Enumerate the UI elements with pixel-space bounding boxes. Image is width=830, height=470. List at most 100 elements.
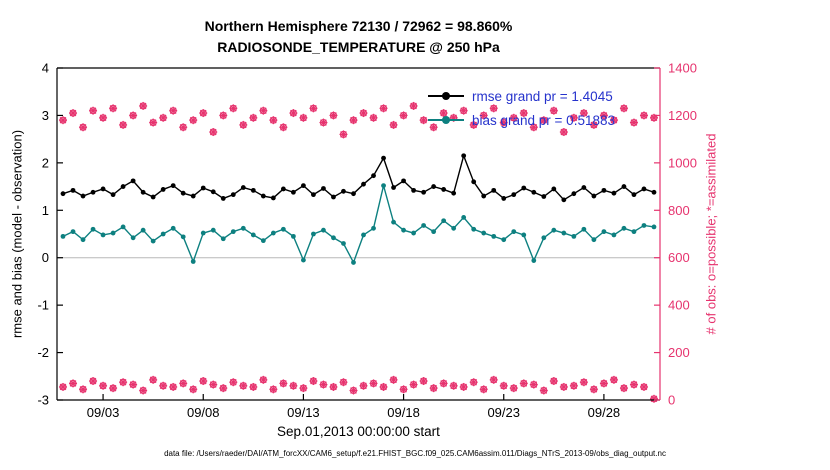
obs-assimilated-marker — [219, 384, 227, 392]
obs-assimilated-marker — [600, 380, 608, 387]
rmse-marker — [210, 189, 216, 195]
obs-assimilated-marker — [119, 378, 127, 386]
obs-assimilated-marker — [640, 383, 648, 391]
bias-marker — [651, 224, 657, 230]
x-tick-label: 09/28 — [588, 405, 621, 420]
rmse-marker — [581, 185, 587, 190]
rmse-marker — [441, 187, 447, 192]
right-tick-label: 1000 — [668, 155, 697, 170]
rmse-marker — [521, 185, 527, 191]
obs-assimilated-marker — [360, 382, 367, 390]
rmse-marker — [160, 187, 166, 192]
rmse-marker — [341, 188, 346, 194]
obs-assimilated-marker — [290, 382, 297, 390]
obs-assimilated-marker — [270, 386, 277, 393]
obs-assimilated-marker — [300, 114, 307, 122]
obs-assimilated-marker — [149, 376, 157, 384]
legend-line-sample-rmse — [428, 92, 464, 100]
obs-assimilated-marker — [229, 104, 237, 112]
bias-marker — [290, 233, 296, 239]
bias-marker — [341, 241, 346, 246]
obs-assimilated-marker — [129, 381, 137, 388]
rmse-marker — [311, 192, 316, 198]
bias-marker — [210, 227, 216, 233]
obs-assimilated-marker — [310, 104, 317, 112]
rmse-marker — [501, 196, 507, 201]
rmse-marker — [601, 187, 607, 193]
bias-marker — [501, 237, 507, 243]
bias-marker — [601, 229, 607, 235]
rmse-marker — [491, 187, 497, 193]
bias-marker — [240, 225, 246, 231]
rmse-marker — [301, 183, 306, 189]
rmse-marker — [381, 155, 386, 161]
rmse-marker — [641, 186, 647, 192]
rmse-marker — [250, 187, 256, 193]
x-tick-label: 09/13 — [287, 405, 320, 420]
obs-assimilated-marker — [500, 382, 508, 390]
bias-marker — [621, 225, 627, 231]
left-tick-label: 1 — [42, 203, 49, 218]
obs-assimilated-marker — [500, 119, 508, 126]
obs-assimilated-marker — [520, 109, 528, 117]
legend-row-rmse: rmse grand pr = 1.4045 — [428, 84, 615, 108]
bias-marker — [401, 227, 406, 233]
rmse-marker — [611, 190, 617, 196]
bias-marker — [551, 227, 557, 233]
bias-marker — [421, 223, 427, 228]
obs-assimilated-marker — [410, 381, 417, 388]
obs-assimilated-marker — [610, 116, 618, 124]
obs-assimilated-marker — [99, 114, 107, 122]
obs-assimilated-marker — [219, 112, 227, 119]
obs-assimilated-marker — [620, 384, 628, 392]
bias-marker — [371, 225, 376, 231]
obs-assimilated-marker — [340, 378, 347, 386]
rmse-marker — [541, 194, 547, 199]
bias-marker — [100, 232, 106, 238]
obs-assimilated-marker — [330, 112, 337, 119]
obs-assimilated-marker — [89, 107, 97, 115]
rmse-marker — [90, 189, 96, 195]
obs-assimilated-marker — [330, 383, 337, 391]
obs-assimilated-marker — [189, 116, 197, 124]
obs-assimilated-marker — [179, 380, 187, 387]
rmse-marker — [551, 186, 557, 192]
obs-assimilated-marker — [550, 377, 558, 385]
rmse-marker — [411, 187, 416, 193]
obs-assimilated-marker — [590, 121, 598, 129]
legend-label-rmse: rmse grand pr = 1.4045 — [472, 88, 613, 104]
x-axis-label: Sep.01,2013 00:00:00 start — [277, 424, 440, 439]
rmse-marker — [180, 190, 186, 196]
obs-assimilated-marker — [480, 386, 488, 393]
left-tick-label: 2 — [42, 155, 49, 170]
rmse-marker — [351, 191, 356, 197]
bias-marker — [260, 238, 266, 244]
obs-assimilated-marker — [69, 380, 77, 387]
rmse-marker — [401, 178, 406, 184]
bias-marker — [491, 233, 497, 239]
rmse-marker — [140, 189, 146, 195]
right-tick-label: 600 — [668, 250, 690, 265]
rmse-marker — [631, 192, 637, 198]
obs-assimilated-marker — [610, 376, 618, 384]
obs-assimilated-marker — [260, 107, 267, 115]
obs-assimilated-marker — [189, 386, 197, 393]
rmse-marker — [170, 183, 176, 189]
bias-marker — [270, 230, 276, 236]
bias-marker — [571, 233, 577, 239]
bias-marker — [411, 230, 416, 236]
bias-marker — [541, 235, 547, 241]
rmse-marker — [331, 194, 336, 200]
obs-assimilated-marker — [460, 107, 467, 115]
bias-marker — [591, 237, 597, 243]
bias-marker — [611, 232, 617, 238]
bias-marker — [331, 235, 336, 241]
bias-marker — [80, 237, 86, 243]
bias-marker — [140, 227, 146, 233]
title-line-1: Northern Hemisphere 72130 / 72962 = 98.8… — [204, 18, 513, 34]
obs-assimilated-marker — [440, 380, 447, 387]
right-tick-label: 1200 — [668, 108, 697, 123]
obs-assimilated-marker — [89, 377, 97, 385]
rmse-marker — [421, 189, 427, 195]
